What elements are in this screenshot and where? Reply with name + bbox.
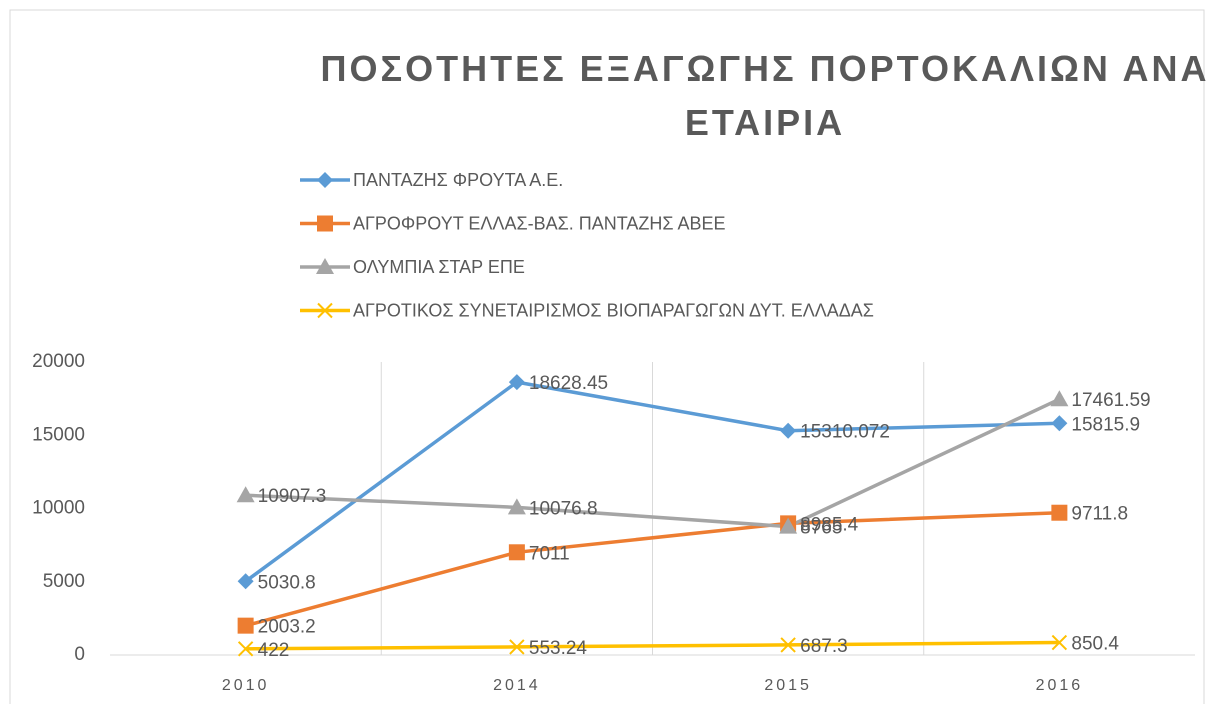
point-marker <box>1051 504 1068 521</box>
legend-label: ΠΑΝΤΑΖΗΣ ΦΡΟΥΤΑ Α.Ε. <box>353 170 563 190</box>
data-label: 10907.3 <box>258 486 327 507</box>
point-marker <box>237 641 254 657</box>
point-marker <box>780 637 796 653</box>
point-marker <box>509 639 525 655</box>
series-line <box>245 397 1061 529</box>
x-tick-label: 2016 <box>1036 677 1084 694</box>
chart-border <box>9 9 1205 704</box>
data-label: 10076.8 <box>529 498 598 519</box>
point-marker <box>779 517 798 534</box>
point-marker <box>1050 390 1069 407</box>
point-marker <box>236 486 255 503</box>
legend-marker <box>317 172 333 188</box>
data-label: 687.3 <box>800 636 848 657</box>
legend-label: ΟΛΥΜΠΙΑ ΣΤΑΡ ΕΠΕ <box>353 257 525 277</box>
y-tick-label: 15000 <box>32 424 85 445</box>
data-label: 7011 <box>529 543 570 564</box>
y-tick-label: 0 <box>74 644 85 665</box>
data-label: 553.24 <box>529 638 588 659</box>
series-line <box>244 380 1060 583</box>
series-line <box>245 510 1060 628</box>
point-marker <box>1051 634 1068 651</box>
data-label: 9711.8 <box>1071 504 1128 525</box>
data-label: 5030.8 <box>258 572 316 593</box>
series-line <box>245 640 1060 651</box>
data-label: 850.4 <box>1071 634 1119 655</box>
data-label: 2003.2 <box>258 617 316 638</box>
legend-label: ΑΓΡΟΦΡΟΥΤ ΕΛΛΑΣ-ΒΑΣ. ΠΑΝΤΑΖΗΣ ΑΒΕΕ <box>353 213 726 233</box>
point-marker <box>507 498 526 515</box>
data-label: 15815.9 <box>1071 414 1140 435</box>
point-marker <box>237 573 254 590</box>
x-tick-label: 2015 <box>764 677 812 694</box>
legend-label: ΑΓΡΟΤΙΚΟΣ ΣΥΝΕΤΑΙΡΙΣΜΟΣ ΒΙΟΠΑΡΑΓΩΓΩΝ ΔΥΤ… <box>353 300 874 320</box>
x-tick-label: 2014 <box>493 677 541 694</box>
legend-marker <box>316 258 334 274</box>
legend-marker <box>317 302 333 319</box>
y-tick-label: 10000 <box>32 498 85 519</box>
point-marker <box>780 422 797 439</box>
data-label: 17461.59 <box>1071 390 1150 411</box>
data-label: 8985.4 <box>800 514 859 535</box>
legend-marker <box>317 215 333 232</box>
data-label: 18628.45 <box>529 373 608 394</box>
x-tick-label: 2010 <box>222 677 270 694</box>
point-marker <box>237 617 254 634</box>
chart-title: ΠΟΣΟΤΗΤΕΣ ΕΞΑΓΩΓΗΣ ΠΟΡΤΟΚΑΛΙΩΝ ΑΝΑ ΕΤΑΙΡ… <box>320 48 1210 143</box>
data-label: 15310.072 <box>800 422 890 443</box>
data-label: 8765 <box>800 518 842 539</box>
point-marker <box>508 374 525 391</box>
point-marker <box>508 544 525 561</box>
y-tick-label: 5000 <box>43 571 85 592</box>
point-marker <box>1051 415 1068 432</box>
data-label: 422 <box>258 640 290 661</box>
y-tick-label: 20000 <box>32 351 85 372</box>
